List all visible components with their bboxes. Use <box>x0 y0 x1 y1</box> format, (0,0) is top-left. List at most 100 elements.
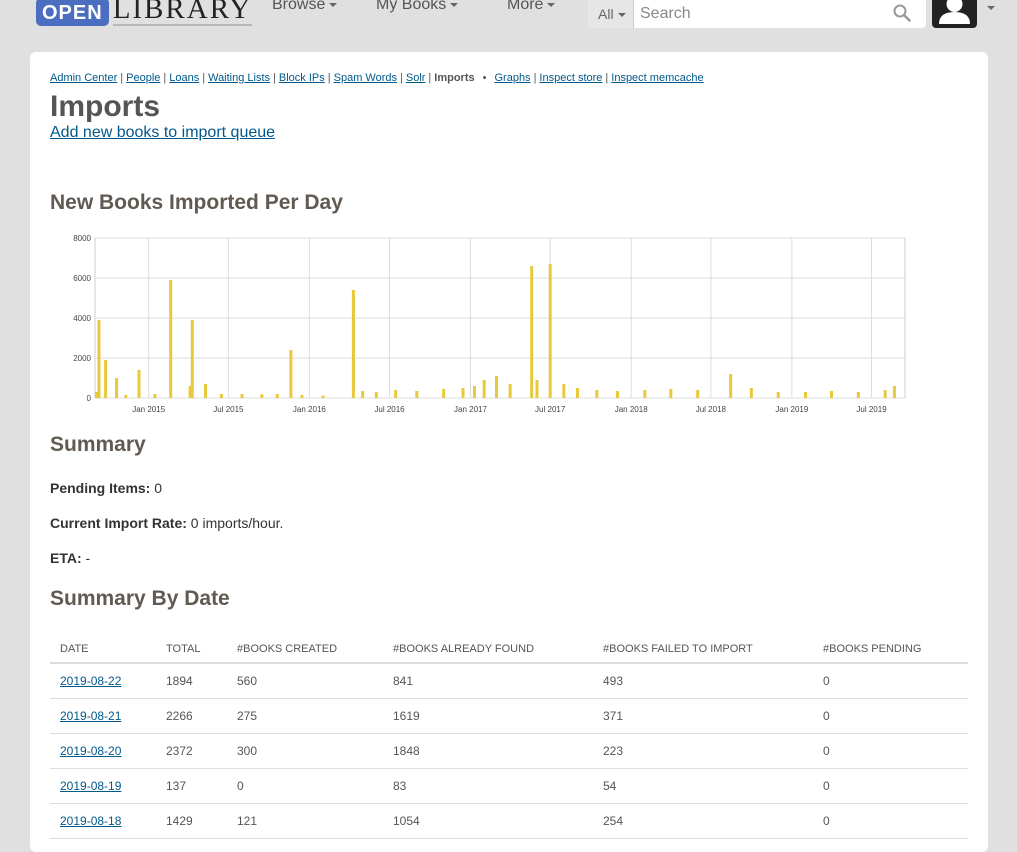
chart-bar <box>776 392 780 398</box>
chart-x-tick-label: Jul 2017 <box>535 405 566 414</box>
search-scope-label: All <box>598 6 614 22</box>
admin-link-people[interactable]: People <box>126 72 161 84</box>
chart-bar <box>508 384 512 398</box>
chevron-down-icon <box>329 2 338 7</box>
admin-link-spam-words[interactable]: Spam Words <box>333 72 397 84</box>
main-panel: Admin Center | People | Loans | Waiting Lists |… <box>30 52 988 852</box>
chart-bar <box>300 395 304 398</box>
cell-found: 1054 <box>383 803 593 839</box>
admin-link-graphs[interactable]: Graphs <box>494 72 531 84</box>
chart-bars <box>95 264 896 398</box>
chart-x-tick-label: Jan 2015 <box>132 405 165 414</box>
chart-bar <box>124 395 128 398</box>
nav-more[interactable]: More <box>507 0 556 14</box>
admin-breadcrumb: Admin Center | People | Loans | Waiting Lists |… <box>50 72 704 84</box>
col-books-created: #BOOKS CREATED <box>227 636 383 664</box>
cell-failed: 223 <box>593 733 813 769</box>
col-date: DATE <box>50 636 156 664</box>
nav-my-books[interactable]: My Books <box>376 0 459 14</box>
cell-failed: 493 <box>593 663 813 699</box>
pending-items-row: Pending Items: 0 <box>50 480 162 496</box>
chart-x-tick-label: Jan 2016 <box>293 405 326 414</box>
chart-y-ticks: 8000 6000 4000 2000 0 <box>73 234 91 403</box>
cell-pending: 0 <box>813 663 968 699</box>
chart-bar <box>97 320 101 398</box>
search-input[interactable] <box>634 0 878 28</box>
chart-bar <box>595 390 599 398</box>
admin-link-inspect-memcache[interactable]: Inspect memcache <box>611 72 704 84</box>
admin-link-block-ips[interactable]: Block IPs <box>278 72 325 84</box>
chart-bar <box>482 380 486 398</box>
date-link[interactable]: 2019-08-20 <box>60 744 122 758</box>
separator: | <box>533 72 537 84</box>
chart-bar <box>351 290 355 398</box>
admin-link-loans[interactable]: Loans <box>169 72 200 84</box>
chart-bar <box>575 388 579 398</box>
search-button[interactable] <box>878 0 926 28</box>
account-chevron-down-icon[interactable] <box>987 6 995 10</box>
chart-y-tick-label: 0 <box>87 394 92 403</box>
chart-x-tick-label: Jan 2018 <box>615 405 648 414</box>
admin-link-admin-center[interactable]: Admin Center <box>50 72 118 84</box>
table-row: 2019-08-22 1894 560 841 493 0 <box>50 663 968 699</box>
nav-browse-label: Browse <box>272 0 326 13</box>
admin-link-waiting-lists[interactable]: Waiting Lists <box>208 72 271 84</box>
open-library-logo[interactable]: OPEN LIBRARY <box>36 0 253 26</box>
admin-link-inspect-store[interactable]: Inspect store <box>539 72 603 84</box>
top-navbar: OPEN LIBRARY Browse My Books More All <box>0 0 1017 40</box>
search-scope-select[interactable]: All <box>588 0 634 28</box>
cell-date: 2019-08-22 <box>50 663 156 699</box>
chart-bar <box>804 392 808 398</box>
cell-total: 2266 <box>156 698 227 734</box>
logo-library-text: LIBRARY <box>112 0 253 26</box>
chart-y-tick-label: 8000 <box>73 234 91 243</box>
cell-found: 841 <box>383 663 593 699</box>
chart-bar <box>472 386 476 398</box>
separator: | <box>400 72 403 84</box>
date-link[interactable]: 2019-08-21 <box>60 709 122 723</box>
account-avatar[interactable] <box>932 0 977 28</box>
chart-x-ticks: Jan 2015 Jul 2015 Jan 2016 Jul 2016 Jan 2017… <box>132 405 887 414</box>
chart-bar <box>616 391 620 398</box>
add-books-link[interactable]: Add new books to import queue <box>50 124 276 141</box>
chart-x-tick-label: Jul 2016 <box>374 405 405 414</box>
chart-bar <box>892 386 896 398</box>
chart-bar <box>696 390 700 398</box>
page-title: Imports <box>50 90 161 123</box>
chart-bar <box>240 394 244 398</box>
chart-x-tick-label: Jul 2015 <box>213 405 244 414</box>
date-link[interactable]: 2019-08-22 <box>60 674 122 688</box>
chart-bar <box>275 394 279 398</box>
admin-link-solr[interactable]: Solr <box>405 72 426 84</box>
chevron-down-icon <box>617 13 626 18</box>
cell-created: 0 <box>227 768 383 804</box>
col-books-pending: #BOOKS PENDING <box>813 636 968 664</box>
date-link[interactable]: 2019-08-18 <box>60 814 122 828</box>
chart-bar <box>535 380 539 398</box>
cell-created: 275 <box>227 698 383 734</box>
cell-failed: 371 <box>593 698 813 734</box>
table-row: 2019-08-18 1429 121 1054 254 0 <box>50 803 968 839</box>
chart-bar <box>829 391 833 398</box>
chart-bar <box>115 378 119 398</box>
nav-more-label: More <box>507 0 544 13</box>
chart-bar <box>729 374 733 398</box>
chart-bar <box>856 392 860 398</box>
chart-y-tick-label: 2000 <box>73 354 91 363</box>
admin-current-imports: Imports <box>434 72 475 84</box>
logo-open-text: OPEN <box>36 0 109 26</box>
chart-bar <box>530 266 534 398</box>
chart-bar <box>188 386 192 398</box>
cell-found: 1848 <box>383 733 593 769</box>
date-link[interactable]: 2019-08-19 <box>60 779 122 793</box>
chart-bar <box>203 384 207 398</box>
chart-x-tick-label: Jan 2017 <box>454 405 487 414</box>
nav-browse[interactable]: Browse <box>272 0 338 14</box>
summary-by-date-table: DATE TOTAL #BOOKS CREATED #BOOKS ALREADY… <box>50 636 968 839</box>
cell-date: 2019-08-20 <box>50 733 156 769</box>
chart-y-tick-label: 4000 <box>73 314 91 323</box>
chart-bar <box>415 391 419 398</box>
summary-heading: Summary <box>50 433 146 456</box>
separator: | <box>428 72 432 84</box>
cell-pending: 0 <box>813 803 968 839</box>
